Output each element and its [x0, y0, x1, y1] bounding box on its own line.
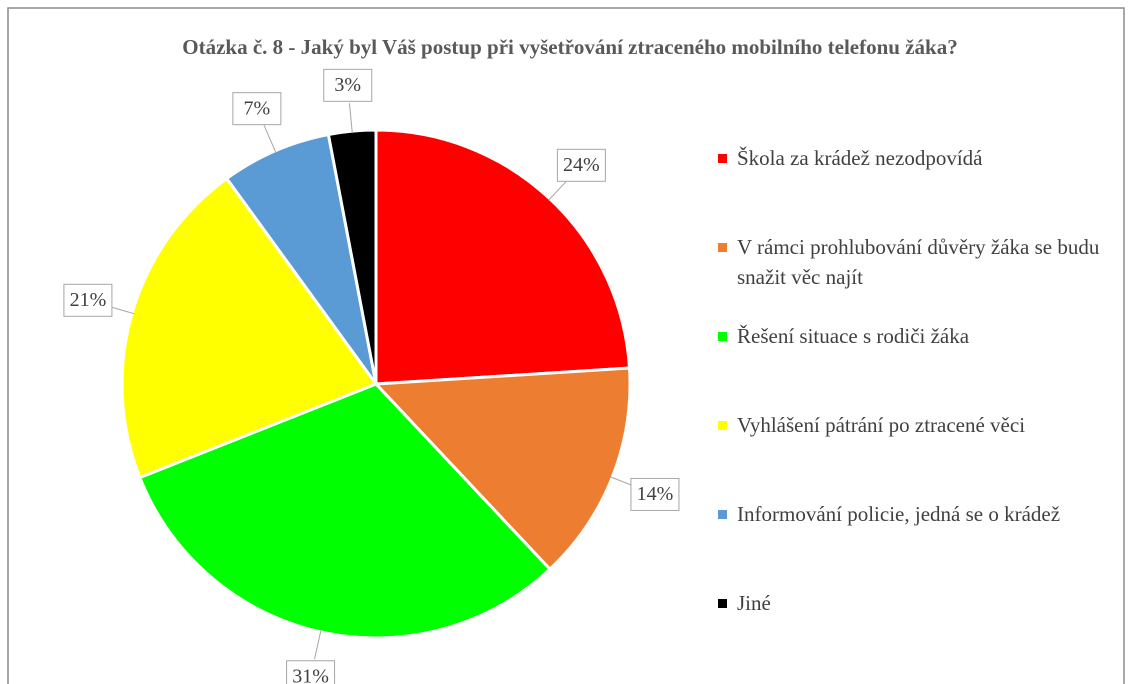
- label-box: [556, 148, 606, 182]
- legend-swatch: [718, 154, 727, 163]
- label-box: [232, 92, 282, 126]
- label-box: [323, 68, 373, 102]
- legend-item: Škola za krádež nezodpovídá: [718, 143, 1132, 173]
- label-box: [63, 283, 113, 317]
- data-label: 14%: [637, 483, 674, 505]
- legend-label: Vyhlášení pátrání po ztracené věci: [737, 413, 1026, 437]
- legend-swatch: [718, 243, 727, 252]
- leader-line: [548, 178, 570, 201]
- legend-label: Škola za krádež nezodpovídá: [737, 146, 983, 170]
- leader-line: [263, 124, 277, 153]
- leader-line: [313, 629, 322, 660]
- label-box: [630, 477, 680, 511]
- legend-label: Řešení situace s rodiči žáka: [737, 324, 970, 348]
- legend-swatch: [718, 332, 727, 341]
- legend-swatch: [718, 421, 727, 430]
- legend-item: Vyhlášení pátrání po ztracené věci: [718, 410, 1132, 440]
- legend-item: Řešení situace s rodiči žáka: [718, 321, 1132, 351]
- data-label: 31%: [292, 665, 329, 684]
- data-label: 24%: [563, 154, 600, 176]
- legend-label: Jiné: [737, 591, 771, 615]
- legend-label: V rámci prohlubování důvěry žáka se budu…: [737, 235, 1100, 289]
- legend-label: Informování policie, jedná se o krádež: [737, 502, 1061, 526]
- data-label: 3%: [334, 74, 361, 96]
- legend-item: V rámci prohlubování důvěry žáka se budu…: [718, 232, 1132, 292]
- data-label: 7%: [244, 97, 271, 119]
- legend-item: Informování policie, jedná se o krádež: [718, 499, 1132, 529]
- chart-title: Otázka č. 8 - Jaký byl Váš postup při vy…: [182, 35, 958, 59]
- legend-swatch: [718, 599, 727, 608]
- legend-item: Jiné: [718, 588, 1132, 618]
- legend-swatch: [718, 510, 727, 519]
- label-box: [286, 660, 336, 684]
- data-label: 21%: [70, 289, 107, 311]
- chart-border: [7, 7, 1125, 684]
- leader-line: [348, 103, 353, 134]
